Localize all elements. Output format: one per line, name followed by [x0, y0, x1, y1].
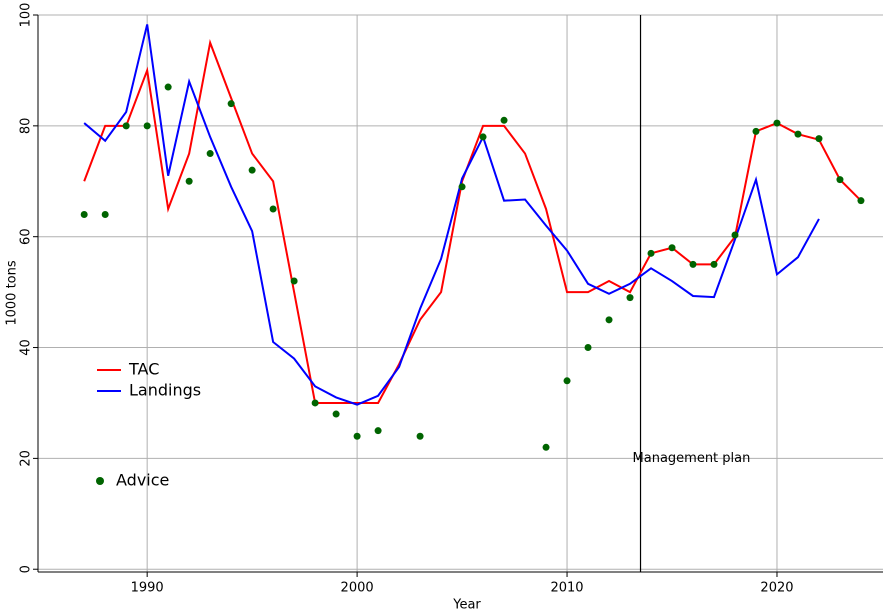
data-point [542, 443, 550, 451]
y-tick-label: 40 [19, 339, 34, 356]
data-point [290, 277, 298, 285]
data-point [164, 83, 172, 91]
x-tick-label: 2010 [550, 581, 583, 596]
data-point [668, 244, 676, 252]
data-point [857, 197, 865, 205]
y-tick-label: 20 [19, 450, 34, 467]
data-point [626, 294, 634, 302]
data-point [206, 150, 214, 158]
x-tick-label: 1990 [131, 581, 164, 596]
data-point [122, 122, 130, 130]
data-point [605, 316, 613, 324]
x-tick-label: 2000 [341, 581, 374, 596]
legend-label: TAC [128, 360, 159, 379]
data-point [185, 177, 193, 185]
data-point [458, 183, 466, 191]
data-point [80, 211, 88, 219]
data-point [374, 427, 382, 435]
data-point [836, 176, 844, 184]
data-point [731, 231, 739, 239]
annotation: Management plan [633, 451, 751, 466]
data-point [311, 399, 319, 407]
y-tick-label: 100 [19, 3, 34, 28]
data-point [143, 122, 151, 130]
legend-label: Landings [129, 381, 201, 400]
data-point [248, 166, 256, 174]
data-point [227, 100, 235, 108]
legend-label: Advice [116, 471, 169, 490]
data-point [332, 410, 340, 418]
data-point [710, 260, 718, 268]
data-line [83, 24, 820, 406]
data-point [815, 135, 823, 143]
data-point [479, 133, 487, 141]
x-axis-label: Year [452, 598, 481, 613]
legend-swatch [96, 477, 104, 485]
data-point [101, 211, 109, 219]
data-point [773, 119, 781, 127]
data-point [794, 130, 802, 138]
x-tick-label: 2020 [760, 581, 793, 596]
y-tick-label: 80 [19, 118, 34, 135]
y-axis-label: 1000 tons [5, 260, 20, 326]
y-tick-label: 0 [19, 565, 34, 573]
data-line [83, 39, 862, 404]
data-point [563, 377, 571, 385]
data-point [584, 344, 592, 352]
legend: TAC Landings Advice [96, 360, 201, 490]
data-point [353, 432, 361, 440]
data-point [500, 116, 508, 124]
data-point [269, 205, 277, 213]
data-point [416, 432, 424, 440]
data-point [689, 260, 697, 268]
data-point [647, 249, 655, 257]
y-tick-label: 60 [19, 228, 34, 245]
data-point [752, 127, 760, 135]
